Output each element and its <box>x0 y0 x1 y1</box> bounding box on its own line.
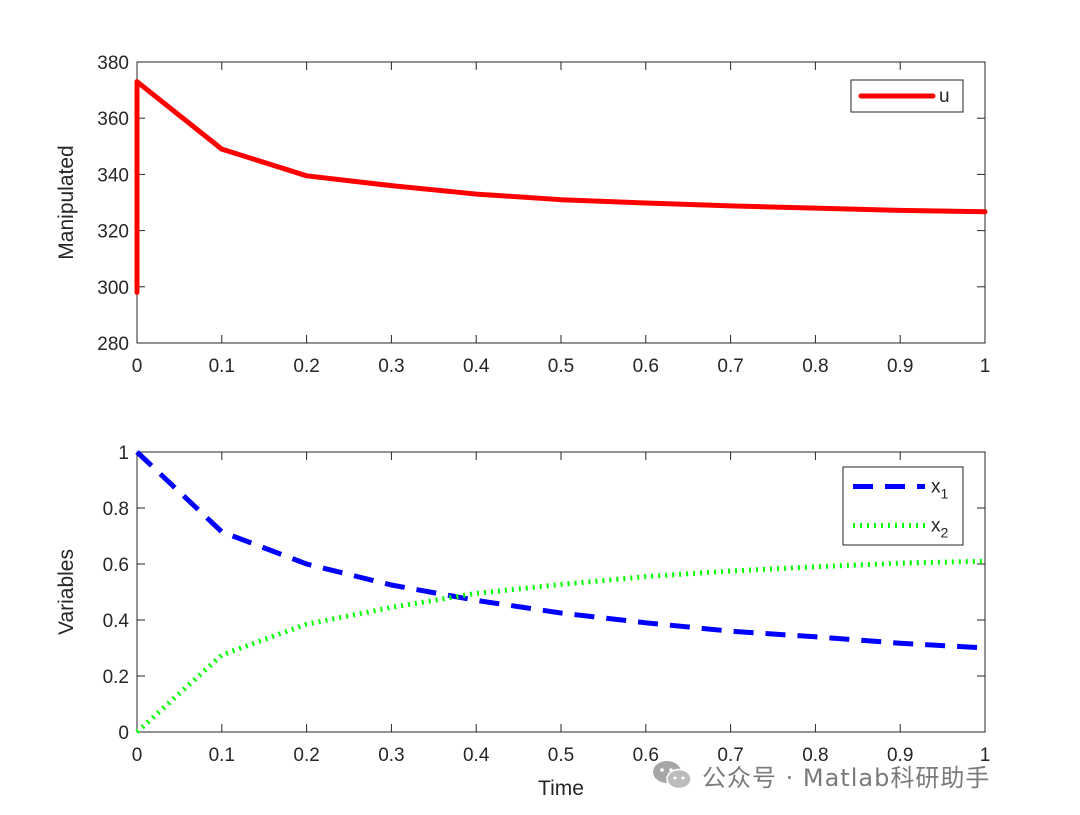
y-tick-label: 0.2 <box>103 667 129 688</box>
series-line-x2 <box>135 558 986 734</box>
wechat-icon <box>653 761 692 790</box>
x-tick-label: 0.8 <box>802 745 828 766</box>
x-tick-label: 0.1 <box>209 356 235 377</box>
x-tick-label: 0 <box>132 745 143 766</box>
y-tick-label: 380 <box>97 53 129 74</box>
x-tick-label: 0.3 <box>378 356 404 377</box>
y-tick-label: 300 <box>97 278 129 299</box>
x-tick-label: 0 <box>132 356 143 377</box>
x-tick-label: 0.9 <box>887 356 913 377</box>
x-tick-label: 0.6 <box>633 745 659 766</box>
series-line-x1 <box>135 450 986 651</box>
y-axis-label: Manipulated <box>55 145 78 259</box>
y-tick-label: 0.4 <box>103 611 130 632</box>
x-tick-label: 0.4 <box>463 745 490 766</box>
x-tick-label: 0.2 <box>293 745 319 766</box>
axes-box <box>136 61 986 344</box>
x-tick-label: 0.5 <box>548 745 574 766</box>
x-tick-label: 0.1 <box>209 745 235 766</box>
plot-manipulated: 0 0.1 0.2 0.3 0.4 0.5 0.6 0.7 0.8 0.9 1 280 300 320 34… <box>55 53 990 377</box>
y-tick-label: 280 <box>97 334 129 355</box>
x-tick-label: 0.4 <box>463 356 490 377</box>
y-axis-label: Variables <box>55 549 78 635</box>
y-tick-label: 340 <box>97 165 129 186</box>
x-tick-label: 1 <box>980 745 991 766</box>
y-tick-label: 0.6 <box>103 555 129 576</box>
watermark: 公众号 · Matlab科研助手 <box>650 755 990 795</box>
x-tick-label: 0.7 <box>717 745 743 766</box>
y-tick-label: 0 <box>118 723 129 744</box>
x-tick-label: 0.9 <box>887 745 913 766</box>
x-tick-label: 0.5 <box>548 356 574 377</box>
legend-label: u <box>939 86 950 107</box>
x-tick-label: 0.3 <box>378 745 404 766</box>
legend-label-subscript: 1 <box>941 486 949 502</box>
legend-box <box>842 466 964 546</box>
x-tick-label: 0.2 <box>293 356 319 377</box>
legend-label-subscript: 2 <box>941 525 949 541</box>
y-tick-label: 360 <box>97 109 129 130</box>
x-tick-label: 0.6 <box>633 356 659 377</box>
plot-variables: 0 0.1 0.2 0.3 0.4 0.5 0.6 0.7 0.8 0.9 1 0 0.2 0.4 0.6 0… <box>55 443 990 800</box>
x-tick-label: 0.7 <box>717 356 743 377</box>
y-tick-label: 320 <box>97 222 129 243</box>
series-line-u <box>134 79 988 295</box>
x-axis-label: Time <box>538 777 584 800</box>
y-tick-label: 0.8 <box>103 499 129 520</box>
x-tick-label: 1 <box>980 356 991 377</box>
x-tick-label: 0.8 <box>802 356 828 377</box>
y-tick-label: 1 <box>118 443 129 464</box>
watermark-text: 公众号 · Matlab科研助手 <box>702 763 991 792</box>
